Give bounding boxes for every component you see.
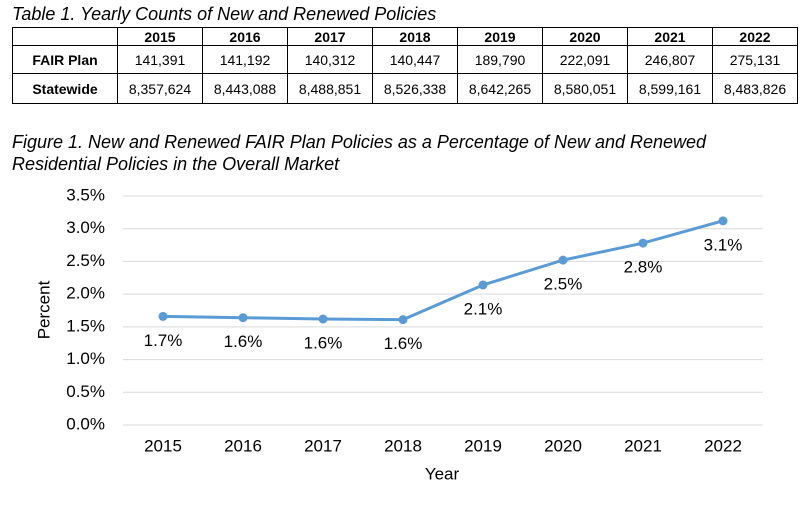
- y-axis-label: Percent: [34, 280, 53, 339]
- y-tick-label: 2.5%: [66, 251, 105, 270]
- cell: 8,488,851: [287, 73, 373, 104]
- column-header: 2015: [117, 27, 203, 46]
- x-tick-label: 2021: [624, 436, 662, 455]
- cell: 8,526,338: [372, 73, 458, 104]
- cell: 8,580,051: [542, 73, 628, 104]
- column-header: 2018: [372, 27, 458, 46]
- column-header: 2020: [542, 27, 628, 46]
- point: [398, 315, 408, 325]
- cell: 8,357,624: [117, 73, 203, 104]
- column-header: 2016: [202, 27, 288, 46]
- data-label: 2.5%: [544, 275, 583, 294]
- column-header: 2022: [712, 27, 798, 46]
- x-tick-label: 2020: [544, 436, 582, 455]
- data-label: 1.6%: [224, 332, 263, 351]
- point: [478, 280, 488, 290]
- x-tick-label: 2015: [144, 436, 182, 455]
- cell: 140,447: [372, 45, 458, 74]
- table-row: FAIR Plan 141,391 141,192 140,312 140,447 189…: [12, 45, 798, 74]
- column-header: 2017: [287, 27, 373, 46]
- data-label: 3.1%: [704, 235, 743, 254]
- cell: 8,599,161: [627, 73, 713, 104]
- corner-cell: [12, 27, 118, 46]
- chart-title-line: Figure 1. New and Renewed FAIR Plan Poli…: [12, 132, 707, 152]
- cell: 8,642,265: [457, 73, 543, 104]
- point: [318, 314, 328, 324]
- point: [238, 313, 248, 323]
- y-tick-label: 0.5%: [66, 382, 105, 401]
- y-tick-label: 2.0%: [66, 284, 105, 303]
- header-row: 2015 2016 2017 2018 2019 2020 2021 2022: [12, 27, 798, 46]
- y-tick-label: 3.0%: [66, 218, 105, 237]
- x-tick-label: 2016: [224, 436, 262, 455]
- cell: 140,312: [287, 45, 373, 74]
- x-tick-label: 2022: [704, 436, 742, 455]
- data-label: 1.6%: [304, 333, 343, 352]
- x-axis-label: Year: [425, 464, 460, 483]
- point: [158, 311, 168, 321]
- y-tick-label: 0.0%: [66, 414, 105, 433]
- x-tick-label: 2018: [384, 436, 422, 455]
- cell: 222,091: [542, 45, 628, 74]
- data-label: 1.6%: [384, 334, 423, 353]
- cell: 141,391: [117, 45, 203, 74]
- cell: 246,807: [627, 45, 713, 74]
- cell: 8,443,088: [202, 73, 288, 104]
- table: 2015 2016 2017 2018 2019 2020 2021 2022 FAIR Pla…: [12, 27, 798, 104]
- row-label: Statewide: [12, 73, 118, 104]
- table-row: Statewide 8,357,624 8,443,088 8,488,851 8,52…: [12, 73, 798, 104]
- x-tick-label: 2017: [304, 436, 342, 455]
- cell: 141,192: [202, 45, 288, 74]
- line: [162, 219, 724, 322]
- point: [718, 216, 728, 226]
- y-tick-label: 3.5%: [66, 185, 105, 204]
- column-header: 2019: [457, 27, 543, 46]
- cell: 189,790: [457, 45, 543, 74]
- column-header: 2021: [627, 27, 713, 46]
- y-tick-label: 1.0%: [66, 349, 105, 368]
- data-label: 2.1%: [464, 299, 503, 318]
- table-title: Table 1. Yearly Counts of New and Renewe…: [12, 4, 437, 24]
- cell: 275,131: [712, 45, 798, 74]
- chart-title-line: Residential Policies in the Overall Mark…: [12, 154, 340, 174]
- x-tick-label: 2019: [464, 436, 502, 455]
- cell: 8,483,826: [712, 73, 798, 104]
- y-tick-label: 1.5%: [66, 316, 105, 335]
- point: [558, 255, 568, 265]
- row-label: FAIR Plan: [12, 45, 118, 74]
- data-label: 1.7%: [144, 331, 183, 350]
- point: [638, 238, 648, 248]
- chart-title: Figure 1. New and Renewed FAIR Plan Poli…: [12, 132, 707, 174]
- data-label: 2.8%: [624, 258, 663, 277]
